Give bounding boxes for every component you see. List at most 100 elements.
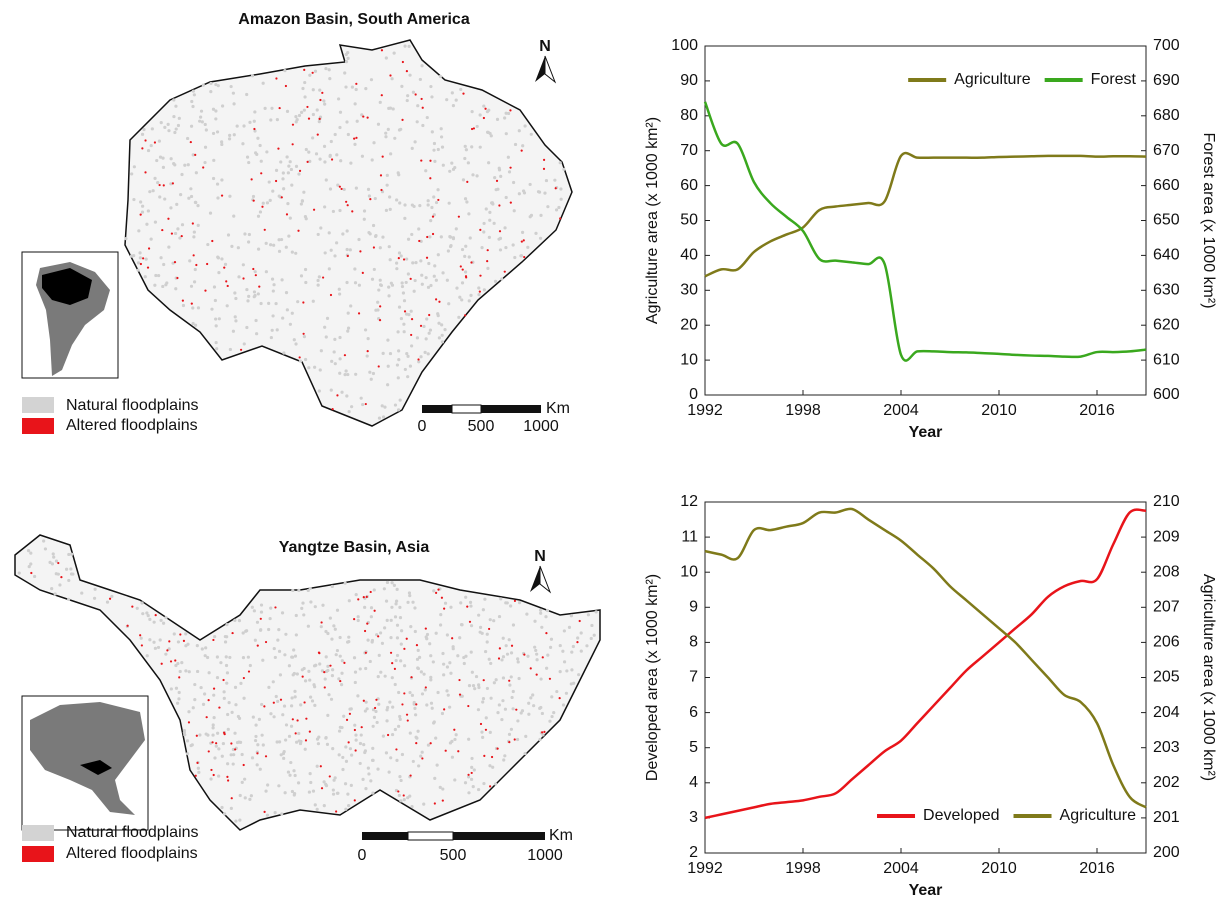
natural-floodplain xyxy=(385,719,388,722)
natural-floodplain xyxy=(130,172,133,175)
natural-floodplain xyxy=(345,120,348,123)
natural-floodplain xyxy=(69,567,72,570)
natural-floodplain xyxy=(429,85,432,88)
natural-floodplain xyxy=(355,187,358,190)
natural-floodplain xyxy=(211,733,214,736)
natural-floodplain xyxy=(518,129,521,132)
y2-tick-label: 620 xyxy=(1153,316,1180,333)
natural-floodplain xyxy=(439,623,442,626)
natural-floodplain xyxy=(395,599,398,602)
natural-floodplain xyxy=(246,156,249,159)
legend-label: Natural floodplains xyxy=(66,397,199,414)
natural-floodplain xyxy=(353,656,356,659)
natural-floodplain xyxy=(285,723,288,726)
altered-floodplain xyxy=(491,756,493,758)
altered-floodplain xyxy=(302,301,304,303)
altered-floodplain xyxy=(499,647,501,649)
natural-floodplain xyxy=(353,267,356,270)
natural-floodplain xyxy=(481,632,484,635)
natural-floodplain xyxy=(288,735,291,738)
altered-floodplain xyxy=(374,707,376,709)
natural-floodplain xyxy=(331,674,334,677)
altered-floodplain xyxy=(339,186,341,188)
natural-floodplain xyxy=(347,311,350,314)
altered-floodplain xyxy=(343,662,345,664)
altered-floodplain xyxy=(281,196,283,198)
natural-floodplain xyxy=(481,736,484,739)
natural-floodplain xyxy=(517,677,520,680)
natural-floodplain xyxy=(137,261,140,264)
natural-floodplain xyxy=(405,312,408,315)
natural-floodplain xyxy=(367,188,370,191)
natural-floodplain xyxy=(272,289,275,292)
natural-floodplain xyxy=(389,107,392,110)
natural-floodplain xyxy=(398,715,401,718)
altered-floodplain xyxy=(410,676,412,678)
natural-floodplain xyxy=(260,160,263,163)
natural-floodplain xyxy=(272,715,275,718)
natural-floodplain xyxy=(313,685,316,688)
natural-floodplain xyxy=(513,209,516,212)
x-tick-label: 2010 xyxy=(981,402,1017,419)
scale-label: 1000 xyxy=(523,418,559,435)
natural-floodplain xyxy=(502,676,505,679)
natural-floodplain xyxy=(512,623,515,626)
natural-floodplain xyxy=(145,223,148,226)
natural-floodplain xyxy=(339,357,342,360)
natural-floodplain xyxy=(141,205,144,208)
natural-floodplain xyxy=(400,643,403,646)
natural-floodplain xyxy=(247,656,250,659)
natural-floodplain xyxy=(173,163,176,166)
altered-floodplain xyxy=(324,686,326,688)
natural-floodplain xyxy=(407,272,410,275)
natural-floodplain xyxy=(188,670,191,673)
natural-floodplain xyxy=(379,101,382,104)
natural-floodplain xyxy=(137,269,140,272)
natural-floodplain xyxy=(284,633,287,636)
natural-floodplain xyxy=(455,227,458,230)
natural-floodplain xyxy=(595,610,598,613)
altered-floodplain xyxy=(222,679,224,681)
natural-floodplain xyxy=(164,283,167,286)
natural-floodplain xyxy=(215,324,218,327)
natural-floodplain xyxy=(221,755,224,758)
natural-floodplain xyxy=(399,399,402,402)
altered-floodplain xyxy=(420,159,422,161)
altered-floodplain xyxy=(317,134,319,136)
natural-floodplain xyxy=(437,322,440,325)
altered-floodplain xyxy=(292,143,294,145)
natural-floodplain xyxy=(391,284,394,287)
natural-floodplain xyxy=(502,655,505,658)
natural-floodplain xyxy=(216,676,219,679)
natural-floodplain xyxy=(238,717,241,720)
natural-floodplain xyxy=(395,759,398,762)
natural-floodplain xyxy=(132,254,135,257)
natural-floodplain xyxy=(493,222,496,225)
altered-floodplain xyxy=(279,107,281,109)
natural-floodplain xyxy=(414,140,417,143)
natural-floodplain xyxy=(254,270,257,273)
natural-floodplain xyxy=(216,130,219,133)
natural-floodplain xyxy=(388,771,391,774)
natural-floodplain xyxy=(307,589,310,592)
natural-floodplain xyxy=(326,665,329,668)
altered-floodplain xyxy=(488,628,490,630)
natural-floodplain xyxy=(354,373,357,376)
natural-floodplain xyxy=(291,656,294,659)
natural-floodplain xyxy=(262,82,265,85)
natural-floodplain xyxy=(570,668,573,671)
natural-floodplain xyxy=(300,607,303,610)
altered-floodplain xyxy=(230,742,232,744)
altered-floodplain xyxy=(498,657,500,659)
natural-floodplain xyxy=(216,182,219,185)
altered-floodplain xyxy=(445,750,447,752)
altered-floodplain xyxy=(378,365,380,367)
natural-floodplain xyxy=(157,274,160,277)
altered-floodplain xyxy=(191,303,193,305)
altered-floodplain xyxy=(231,632,233,634)
natural-floodplain xyxy=(331,668,334,671)
natural-floodplain xyxy=(291,790,294,793)
natural-floodplain xyxy=(442,673,445,676)
natural-floodplain xyxy=(205,128,208,131)
natural-floodplain xyxy=(233,619,236,622)
